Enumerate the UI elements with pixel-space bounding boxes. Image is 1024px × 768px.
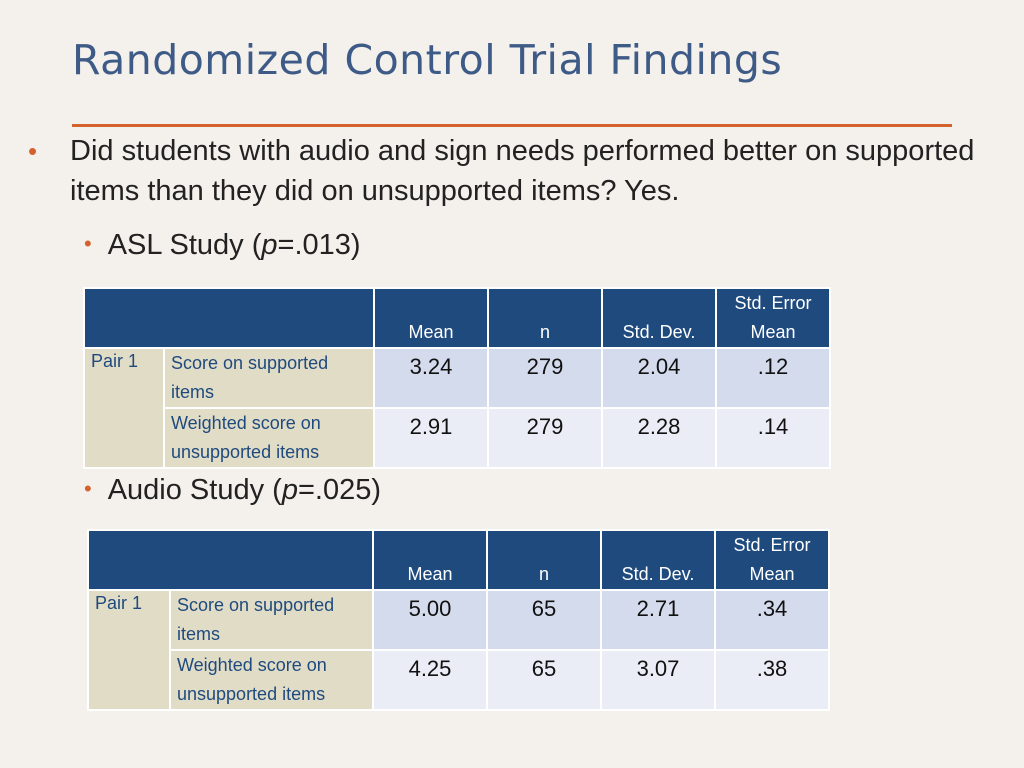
cell-se: .34 <box>714 589 830 651</box>
audio-study-label: Audio Study ( <box>107 474 282 506</box>
asl-results-table: Mean n Std. Dev. Std. Error Mean Pair 1 … <box>83 287 831 469</box>
cell-se: .12 <box>715 347 831 409</box>
cell-sd: 3.07 <box>600 649 716 711</box>
audio-p-symbol: p <box>281 474 298 506</box>
asl-study-label: ASL Study ( <box>107 229 262 261</box>
row-label: Weighted score on unsupported items <box>169 649 374 711</box>
cell-mean: 5.00 <box>372 589 488 651</box>
pair-label: Pair 1 <box>87 589 171 711</box>
table-row: Pair 1 Score on supported items 5.00 65 … <box>87 589 830 711</box>
header-empty <box>83 287 375 349</box>
cell-sd: 2.04 <box>601 347 717 409</box>
asl-p-value: =.013) <box>277 229 361 261</box>
bullet-icon: • <box>84 476 92 501</box>
cell-n: 279 <box>487 347 603 409</box>
cell-sd: 2.71 <box>600 589 716 651</box>
asl-p-symbol: p <box>261 229 278 261</box>
title-divider <box>72 124 952 127</box>
header-mean: Mean <box>373 287 489 349</box>
cell-n: 279 <box>487 407 603 469</box>
header-mean: Mean <box>372 529 488 591</box>
table-header-row: Mean n Std. Dev. Std. Error Mean <box>87 529 830 591</box>
header-n: n <box>486 529 602 591</box>
table-header-row: Mean n Std. Dev. Std. Error Mean <box>83 287 831 349</box>
audio-p-value: =.025) <box>297 474 381 506</box>
asl-study-bullet: • ASL Study (p=.013) <box>84 229 361 262</box>
audio-study-bullet: • Audio Study (p=.025) <box>84 474 381 507</box>
cell-n: 65 <box>486 589 602 651</box>
cell-sd: 2.28 <box>601 407 717 469</box>
row-label: Score on supported items <box>169 589 374 651</box>
table-row: Pair 1 Score on supported items 3.24 279… <box>83 347 831 469</box>
header-empty <box>87 529 374 591</box>
cell-se: .38 <box>714 649 830 711</box>
slide-title: Randomized Control Trial Findings <box>72 36 783 84</box>
table-row: Weighted score on unsupported items 2.91… <box>84 407 831 469</box>
bullet-icon: • <box>28 136 38 166</box>
row-label: Score on supported items <box>163 347 375 409</box>
header-std-dev: Std. Dev. <box>601 287 717 349</box>
cell-n: 65 <box>486 649 602 711</box>
cell-mean: 3.24 <box>373 347 489 409</box>
header-std-error-mean: Std. Error Mean <box>714 529 830 591</box>
audio-results-table: Mean n Std. Dev. Std. Error Mean Pair 1 … <box>87 529 830 711</box>
bullet-icon: • <box>84 231 92 256</box>
pair-label: Pair 1 <box>83 347 165 469</box>
table-row: Weighted score on unsupported items 4.25… <box>88 649 830 711</box>
cell-mean: 4.25 <box>372 649 488 711</box>
main-bullet: • Did students with audio and sign needs… <box>28 131 988 211</box>
header-std-dev: Std. Dev. <box>600 529 716 591</box>
cell-mean: 2.91 <box>373 407 489 469</box>
main-bullet-text: Did students with audio and sign needs p… <box>70 135 975 207</box>
header-n: n <box>487 287 603 349</box>
cell-se: .14 <box>715 407 831 469</box>
row-label: Weighted score on unsupported items <box>163 407 375 469</box>
header-std-error-mean: Std. Error Mean <box>715 287 831 349</box>
